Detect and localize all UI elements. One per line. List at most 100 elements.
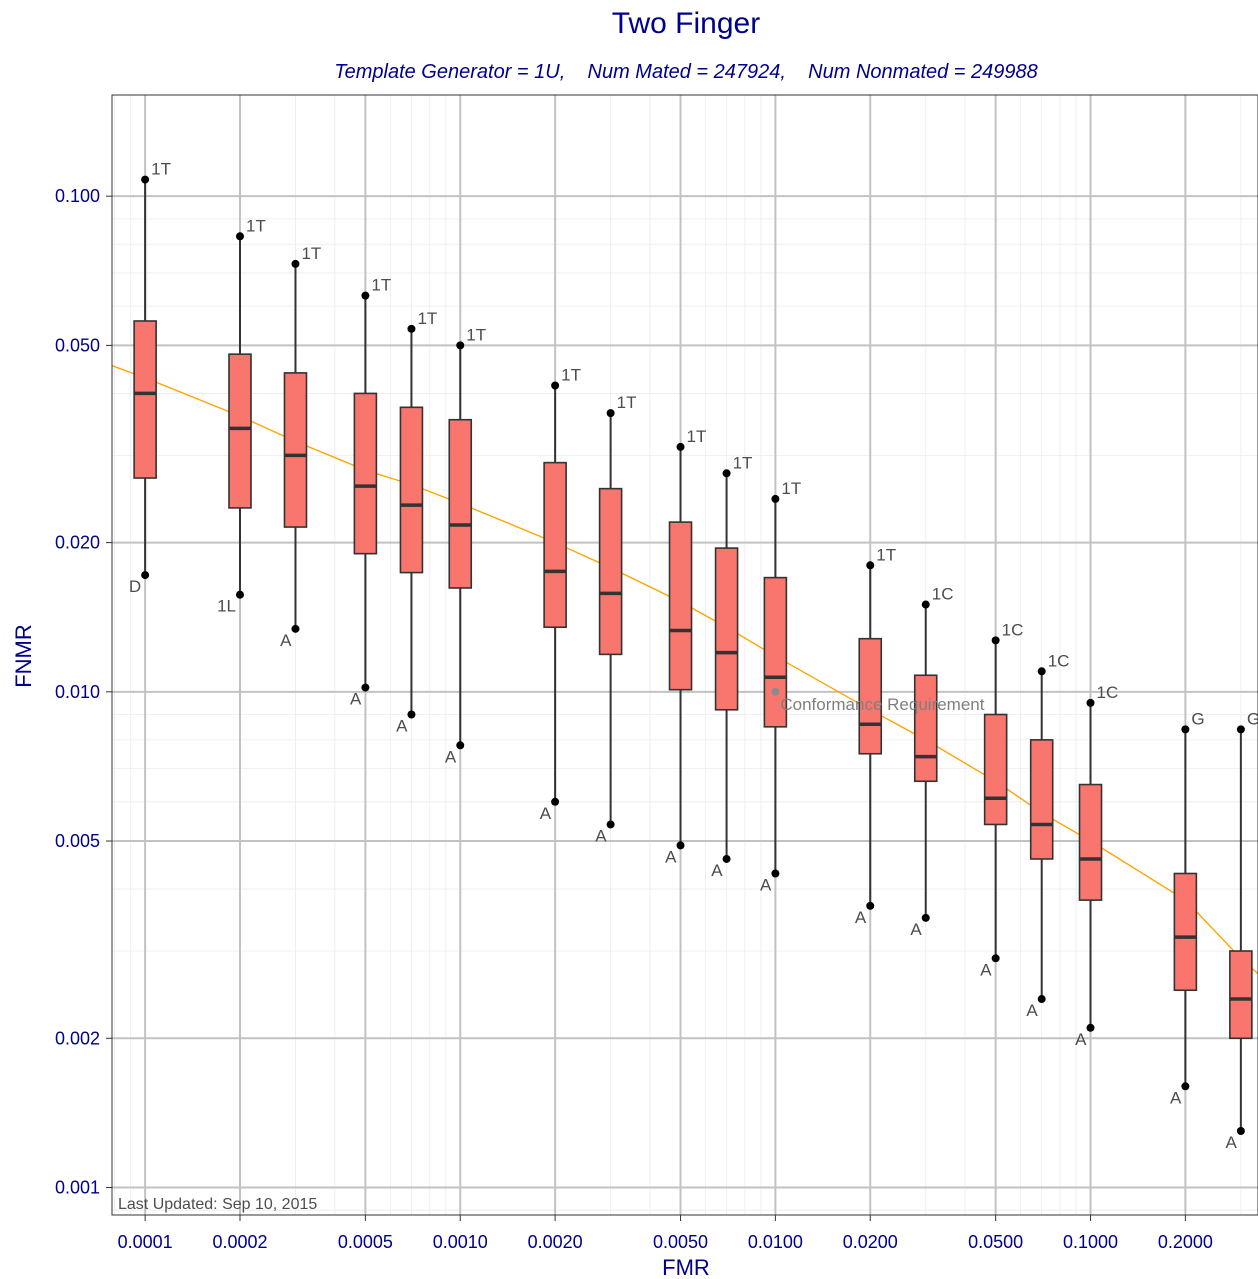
min-point-label: A (910, 920, 922, 939)
min-point-label: A (396, 717, 408, 736)
y-tick-label: 0.001 (55, 1177, 100, 1197)
iqr-box (915, 675, 937, 781)
max-point-label: 1C (1097, 683, 1119, 702)
x-tick-label: 0.0002 (212, 1232, 267, 1252)
min-point (866, 902, 874, 910)
last-updated-footnote: Last Updated: Sep 10, 2015 (118, 1196, 317, 1213)
min-point (407, 711, 415, 719)
iqr-box (400, 407, 422, 572)
iqr-box (544, 463, 566, 628)
max-point (992, 636, 1000, 644)
iqr-box (600, 489, 622, 655)
iqr-box (284, 373, 306, 527)
x-tick-label: 0.0050 (653, 1232, 708, 1252)
max-point (361, 292, 369, 300)
min-point (771, 870, 779, 878)
iqr-box (1031, 740, 1053, 859)
min-point-label: A (760, 876, 772, 895)
min-point-label: A (280, 631, 292, 650)
max-point-label: 1T (733, 453, 753, 472)
min-point (1237, 1127, 1245, 1135)
min-point (1038, 995, 1046, 1003)
min-point-label: A (711, 861, 723, 880)
iqr-box (449, 420, 471, 588)
max-point (456, 341, 464, 349)
min-point (1181, 1082, 1189, 1090)
max-point (407, 325, 415, 333)
iqr-box (134, 321, 156, 478)
max-point-label: G (1191, 709, 1204, 728)
max-point (291, 260, 299, 268)
min-point-label: A (350, 690, 362, 709)
x-tick-label: 0.0100 (748, 1232, 803, 1252)
x-tick-label: 0.0200 (843, 1232, 898, 1252)
min-point (141, 571, 149, 579)
min-point (456, 741, 464, 749)
max-point (677, 443, 685, 451)
max-point (141, 176, 149, 184)
iqr-box (985, 715, 1007, 825)
max-point (551, 381, 559, 389)
x-tick-label: 0.1000 (1063, 1232, 1118, 1252)
min-point-label: A (1026, 1001, 1038, 1020)
max-point-label: 1T (876, 545, 896, 564)
max-point-label: 1C (1002, 620, 1024, 639)
max-point-label: 1T (371, 276, 391, 295)
iqr-box (716, 548, 738, 710)
x-tick-label: 0.0020 (528, 1232, 583, 1252)
min-point-label: A (540, 804, 552, 823)
min-point-label: 1L (217, 597, 236, 616)
min-point (236, 591, 244, 599)
min-point-label: A (1170, 1088, 1182, 1107)
x-tick-label: 0.0500 (968, 1232, 1023, 1252)
max-point (607, 409, 615, 417)
chart-subtitle: Template Generator = 1U, Num Mated = 247… (334, 61, 1038, 83)
max-point (1181, 725, 1189, 733)
min-point-label: A (1075, 1030, 1087, 1049)
y-axis-title: FNMR (11, 624, 36, 688)
max-point-label: 1C (932, 585, 954, 604)
min-point (361, 684, 369, 692)
max-point (236, 232, 244, 240)
min-point (992, 954, 1000, 962)
x-axis-title: FMR (662, 1255, 710, 1279)
iqr-box (1080, 785, 1102, 901)
min-point (723, 855, 731, 863)
conformance-label: Conformance Requirement (780, 695, 984, 714)
x-tick-label: 0.0005 (338, 1232, 393, 1252)
conformance-point (771, 688, 779, 696)
y-tick-label: 0.002 (55, 1028, 100, 1048)
max-point-label: 1T (687, 427, 707, 446)
min-point (291, 625, 299, 633)
y-tick-label: 0.050 (55, 335, 100, 355)
x-tick-label: 0.2000 (1158, 1232, 1213, 1252)
max-point-label: 1T (561, 365, 581, 384)
min-point-label: D (129, 577, 141, 596)
max-point (1038, 667, 1046, 675)
max-point (723, 469, 731, 477)
iqr-box (1230, 951, 1252, 1038)
y-tick-label: 0.010 (55, 682, 100, 702)
max-point (1087, 699, 1095, 707)
min-point (1087, 1024, 1095, 1032)
y-tick-label: 0.020 (55, 533, 100, 553)
max-point (1237, 725, 1245, 733)
max-point-label: 1T (246, 216, 266, 235)
iqr-box (354, 393, 376, 553)
iqr-box (229, 354, 251, 508)
y-tick-label: 0.100 (55, 186, 100, 206)
min-point (922, 914, 930, 922)
min-point-label: A (665, 847, 677, 866)
min-point (551, 798, 559, 806)
max-point-label: 1T (466, 325, 486, 344)
max-point (866, 561, 874, 569)
max-point-label: 1T (417, 309, 437, 328)
min-point-label: A (980, 960, 992, 979)
min-point-label: A (855, 908, 867, 927)
min-point-label: A (595, 826, 607, 845)
x-tick-label: 0.0001 (118, 1232, 173, 1252)
max-point (771, 495, 779, 503)
iqr-box (1174, 874, 1196, 991)
max-point-label: G (1247, 709, 1258, 728)
min-point (677, 841, 685, 849)
